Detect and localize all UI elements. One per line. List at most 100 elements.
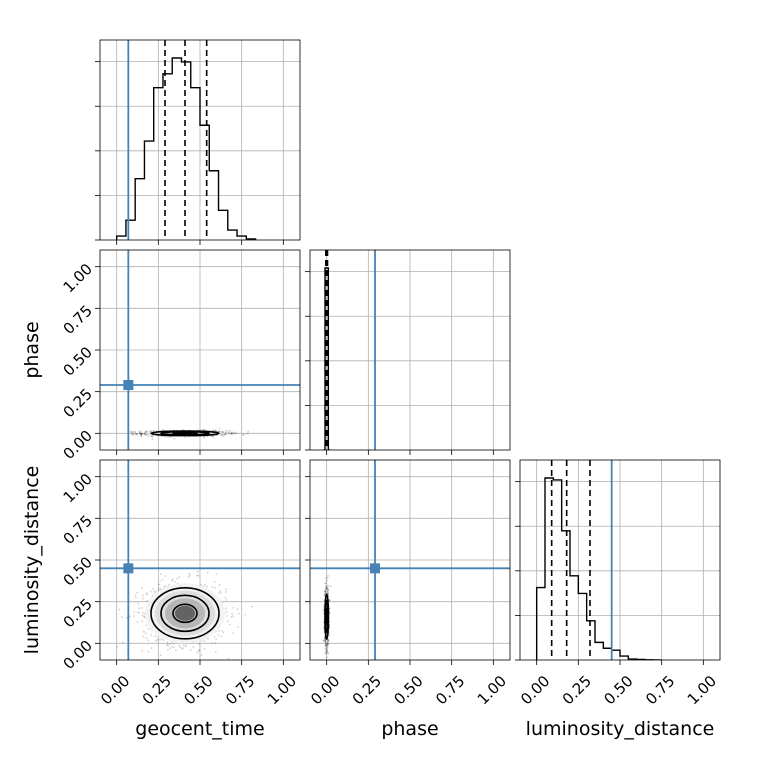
sample-point bbox=[140, 435, 143, 437]
sample-point bbox=[207, 637, 209, 640]
sample-point bbox=[134, 431, 137, 434]
sample-point bbox=[327, 584, 329, 587]
sample-point bbox=[325, 587, 328, 590]
sample-point bbox=[324, 644, 327, 647]
sample-point bbox=[146, 593, 148, 596]
sample-point bbox=[231, 612, 234, 615]
sample-point bbox=[151, 435, 154, 438]
sample-point bbox=[139, 433, 142, 435]
sample-point bbox=[150, 647, 153, 649]
sample-point bbox=[161, 638, 164, 640]
sample-point bbox=[233, 431, 236, 434]
sample-point bbox=[230, 432, 233, 434]
sample-point bbox=[198, 649, 201, 652]
y-axis-label-phase: phase bbox=[21, 321, 43, 378]
sample-point bbox=[159, 573, 162, 576]
sample-point bbox=[221, 630, 224, 632]
sample-point bbox=[325, 585, 327, 587]
sample-point bbox=[138, 607, 140, 610]
sample-point bbox=[325, 652, 327, 655]
sample-point bbox=[154, 635, 157, 638]
sample-point bbox=[230, 616, 233, 618]
sample-point bbox=[151, 435, 153, 438]
sample-point bbox=[327, 640, 330, 643]
sample-point bbox=[196, 574, 199, 577]
sample-point bbox=[164, 435, 167, 438]
sample-point bbox=[232, 432, 235, 435]
sample-point bbox=[203, 429, 206, 431]
x-tick-label: 0.75 bbox=[432, 672, 468, 708]
sample-point bbox=[149, 429, 152, 432]
x-axis-label-luminosity_distance: luminosity_distance bbox=[526, 718, 715, 740]
x-tick-label: 0.75 bbox=[222, 672, 258, 708]
sample-point bbox=[236, 608, 239, 611]
sample-point bbox=[203, 640, 206, 643]
sample-point bbox=[212, 429, 215, 431]
sample-point bbox=[225, 615, 228, 617]
sample-point bbox=[166, 641, 169, 644]
x-tick-label: 0.50 bbox=[180, 672, 216, 708]
sample-point bbox=[184, 645, 187, 648]
sample-point bbox=[210, 435, 213, 438]
sample-point bbox=[167, 644, 169, 647]
sample-point bbox=[147, 650, 150, 653]
sample-point bbox=[328, 599, 331, 602]
sample-point bbox=[230, 432, 233, 435]
sample-point bbox=[328, 607, 331, 610]
y-tick-label: 0.00 bbox=[60, 427, 96, 463]
sample-point bbox=[136, 621, 139, 623]
x-tick-label: 0.50 bbox=[390, 672, 426, 708]
x-tick-label: 0.25 bbox=[139, 672, 175, 708]
sample-point bbox=[138, 612, 141, 614]
sample-point bbox=[137, 602, 140, 605]
sample-point bbox=[327, 639, 330, 642]
sample-point bbox=[134, 596, 137, 599]
sample-point bbox=[136, 611, 139, 614]
sample-point bbox=[139, 433, 141, 435]
sample-point bbox=[131, 433, 134, 436]
sample-point bbox=[145, 637, 148, 639]
sample-point bbox=[217, 633, 220, 636]
sample-point bbox=[230, 431, 233, 434]
hist-luminosity_distance-step bbox=[535, 477, 662, 660]
sample-point bbox=[326, 587, 328, 590]
sample-point bbox=[222, 631, 225, 634]
sample-point bbox=[192, 645, 195, 648]
sample-point bbox=[130, 431, 133, 433]
sample-point bbox=[225, 607, 227, 610]
sample-point bbox=[145, 592, 148, 595]
y-tick-label: 0.75 bbox=[60, 302, 96, 338]
sample-point bbox=[228, 623, 231, 626]
sample-point bbox=[164, 575, 167, 577]
sample-point bbox=[178, 644, 181, 647]
sample-point bbox=[174, 581, 176, 583]
sample-point bbox=[325, 643, 328, 646]
sample-point bbox=[173, 646, 176, 648]
sample-point bbox=[152, 588, 155, 590]
sample-point bbox=[220, 591, 222, 594]
sample-point bbox=[141, 432, 144, 435]
sample-point bbox=[327, 652, 329, 655]
sample-point bbox=[217, 592, 220, 595]
sample-point bbox=[232, 615, 235, 617]
sample-point bbox=[326, 646, 329, 649]
sample-point bbox=[224, 429, 227, 432]
sample-point bbox=[214, 586, 216, 589]
sample-point bbox=[322, 639, 325, 642]
sample-point bbox=[144, 431, 147, 433]
scatter-geocent_time-phase-marks bbox=[100, 250, 300, 450]
sample-point bbox=[329, 585, 332, 588]
sample-point bbox=[218, 629, 221, 632]
sample-point bbox=[132, 431, 135, 433]
sample-point bbox=[184, 643, 187, 646]
sample-point bbox=[196, 570, 199, 573]
sample-point bbox=[202, 429, 205, 431]
sample-point bbox=[325, 651, 327, 654]
sample-point bbox=[219, 590, 221, 593]
hist-geocent_time-step bbox=[115, 57, 257, 240]
sample-point bbox=[224, 597, 227, 599]
x-tick-label: 0.25 bbox=[349, 672, 385, 708]
sample-point bbox=[247, 432, 249, 435]
sample-point bbox=[327, 643, 329, 646]
